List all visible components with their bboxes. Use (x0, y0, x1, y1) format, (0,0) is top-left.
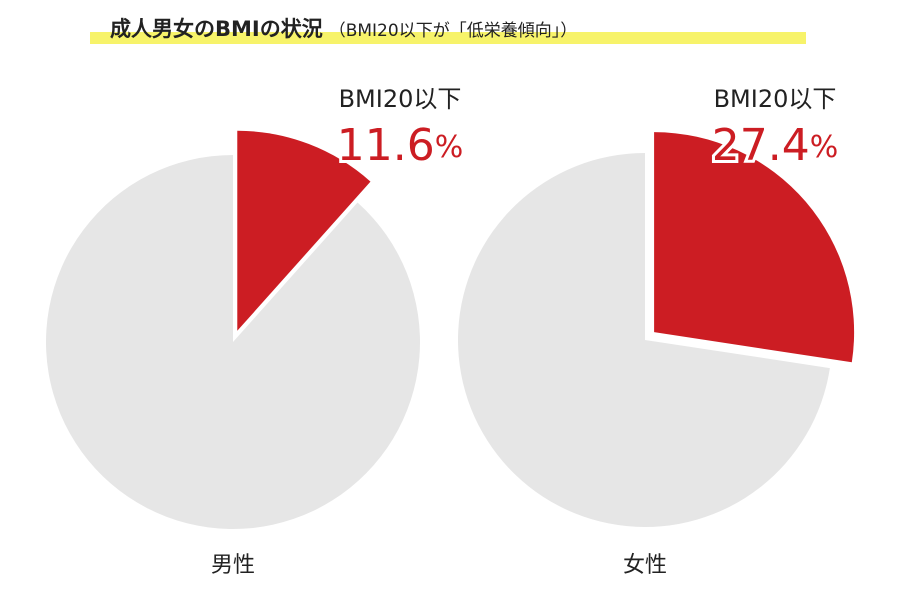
slice-category: BMI20以下 (339, 85, 462, 113)
pie-title: 男性 (211, 553, 255, 578)
title-highlight (90, 32, 806, 44)
pie-title: 女性 (623, 553, 667, 578)
pie-slice (46, 155, 421, 529)
pie-slice (237, 130, 371, 331)
chart-title: 成人男女のBMIの状況 (110, 17, 323, 41)
pie-slice (654, 132, 855, 363)
pie-slice (457, 153, 830, 527)
slice-category: BMI20以下 (714, 85, 837, 113)
slice-value-label: 27.4% (712, 120, 838, 171)
slice-value-label: 11.6% (337, 120, 463, 171)
chart-subtitle: （BMI20以下が「低栄養傾向」） (329, 21, 577, 41)
